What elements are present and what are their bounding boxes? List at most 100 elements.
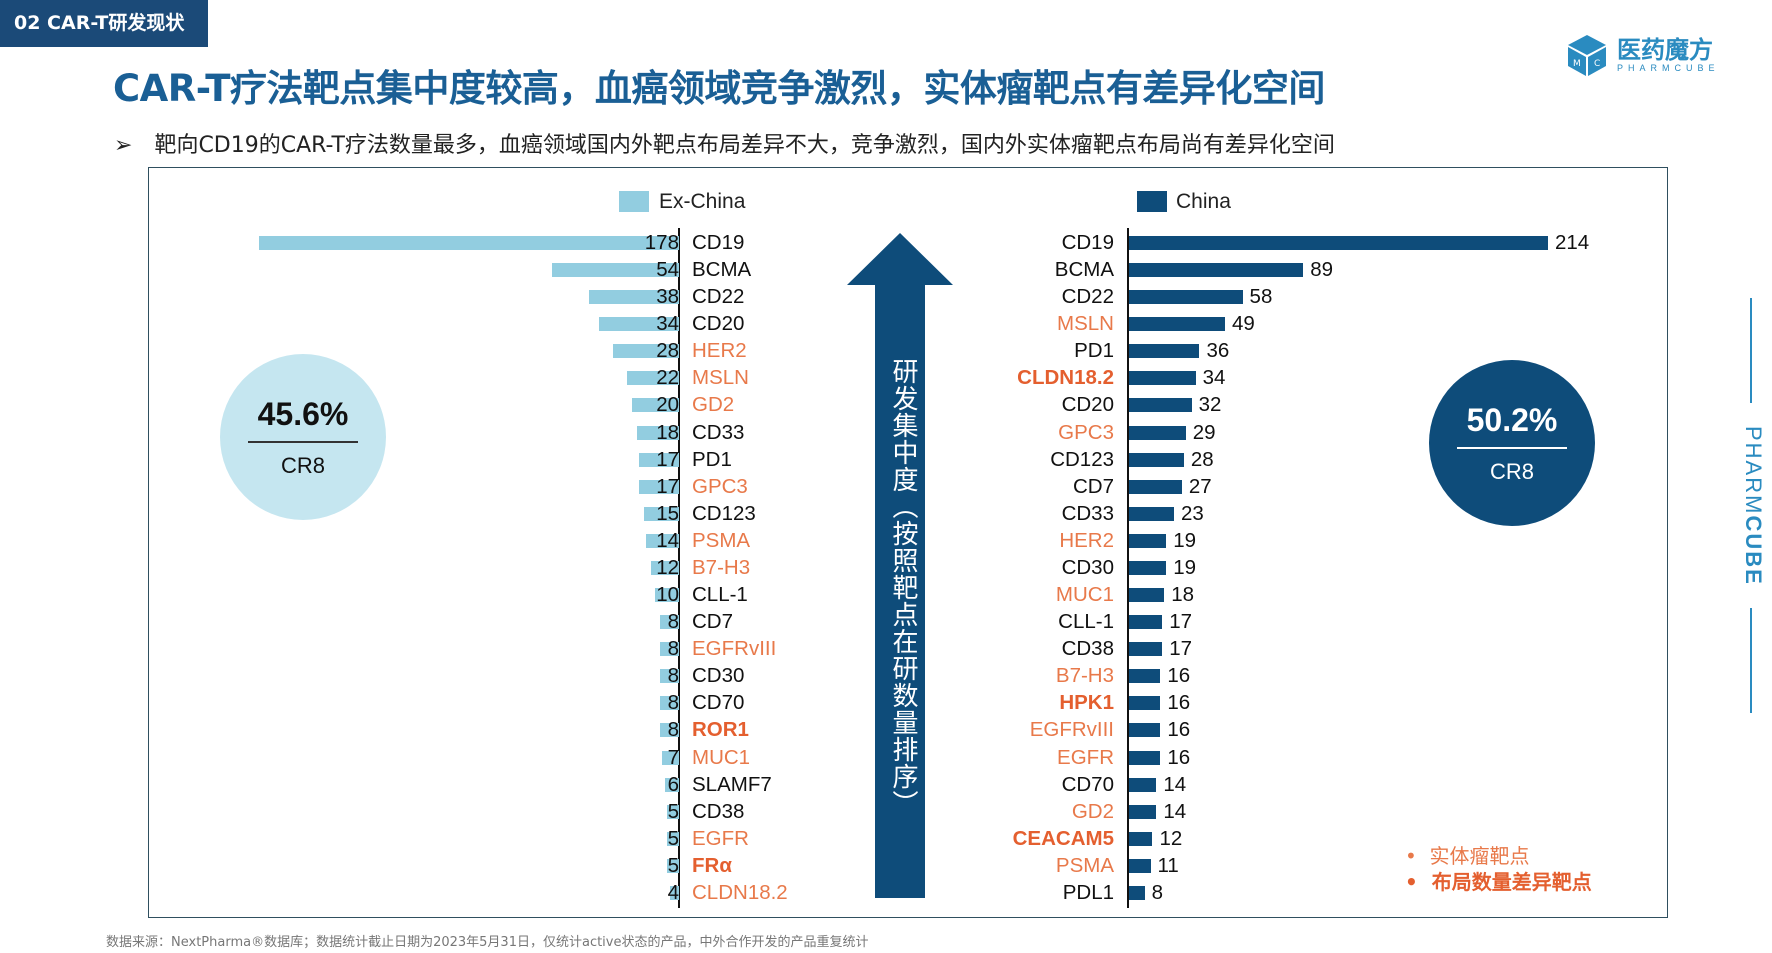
- china-axis: [1127, 228, 1129, 908]
- china-bar: [1129, 696, 1161, 711]
- ex-china-bar: [650, 560, 679, 575]
- china-bar: [1129, 344, 1200, 359]
- china-bar: [1129, 723, 1161, 738]
- ex-china-value-label: 8: [667, 691, 679, 715]
- ex-china-bar: [612, 344, 679, 359]
- ex-china-category-label: CD20: [692, 312, 745, 336]
- subtitle-text: 靶向CD19的CAR-T疗法数量最多，血癌领域国内外靶点布局差异不大，竞争激烈，…: [154, 133, 1335, 158]
- logo-cn: 医药魔方: [1617, 36, 1713, 64]
- ex-china-category-label: CD19: [692, 231, 745, 254]
- china-bar: [1129, 777, 1157, 792]
- ex-china-value-label: 8: [667, 610, 679, 634]
- china-category-label: CD38: [1061, 637, 1114, 661]
- ex-china-value-label: 6: [667, 772, 679, 796]
- ex-china-bar: [667, 804, 679, 819]
- ex-china-value-label: 54: [656, 258, 679, 282]
- ex-china-value-label: 34: [656, 312, 679, 336]
- china-cr8-label: CR8: [1489, 458, 1534, 484]
- ex-china-category-label: FRα: [692, 853, 732, 877]
- ex-china-category-label: MUC1: [692, 745, 751, 769]
- china-category-label: CD30: [1061, 555, 1114, 579]
- ex-china-category-label: CLL-1: [692, 583, 748, 607]
- ex-china-cr8-value: 45.6%: [248, 396, 358, 443]
- side-divider-top: [1750, 298, 1752, 403]
- china-category-label: CD19: [1061, 231, 1114, 254]
- china-category-label: HPK1: [1059, 691, 1114, 715]
- china-category-label: GD2: [1071, 799, 1114, 823]
- ex-china-category-label: ROR1: [692, 718, 749, 742]
- side-brand: PHARMCUBE: [1740, 426, 1766, 586]
- ex-china-bar: [662, 750, 679, 765]
- ex-china-value-label: 22: [656, 366, 679, 390]
- china-bar: [1129, 615, 1163, 630]
- ex-china-category-label: EGFR: [692, 826, 749, 850]
- ex-china-category-label: BCMA: [692, 258, 752, 282]
- ex-china-bar: [664, 777, 679, 792]
- china-bar: [1129, 858, 1151, 873]
- note-differential-text: 布局数量差异靶点: [1431, 870, 1592, 894]
- ex-china-category-label: CD70: [692, 691, 745, 715]
- china-bar: [1129, 398, 1192, 413]
- ex-china-category-label: CD38: [692, 799, 745, 823]
- china-category-label: CD33: [1061, 501, 1114, 525]
- ex-china-bar: [638, 452, 679, 467]
- ex-china-value-label: 20: [656, 393, 679, 417]
- subtitle: ➢ 靶向CD19的CAR-T疗法数量最多，血癌领域国内外靶点布局差异不大，竞争激烈…: [114, 127, 1335, 159]
- ex-china-category-label: CLDN18.2: [692, 880, 788, 904]
- china-category-label: PDL1: [1062, 880, 1114, 904]
- legend-ex-china: Ex-China: [659, 190, 746, 213]
- note-differential: • 布局数量差异靶点: [1405, 866, 1592, 895]
- china-value-label: 34: [1202, 366, 1226, 390]
- ex-china-bar: [645, 533, 679, 548]
- side-brand-bold: CUBE: [1741, 515, 1766, 586]
- ex-china-value-label: 8: [667, 637, 679, 661]
- china-bar: [1129, 642, 1163, 657]
- ex-china-bar: [660, 642, 679, 657]
- china-value-label: 16: [1167, 718, 1191, 742]
- ex-china-bar: [598, 317, 679, 332]
- china-value-label: 8: [1151, 880, 1164, 904]
- ex-china-value-label: 5: [667, 799, 679, 823]
- china-value-label: 89: [1310, 258, 1334, 282]
- china-value-label: 17: [1169, 610, 1193, 634]
- china-category-label: CLL-1: [1058, 610, 1114, 634]
- ex-china-bar: [660, 696, 679, 711]
- china-value-label: 11: [1157, 853, 1179, 877]
- svg-text:C: C: [1594, 59, 1600, 69]
- china-value-label: 19: [1173, 555, 1196, 579]
- china-value-label: 16: [1167, 745, 1191, 769]
- china-cr8-circle: 50.2% CR8: [1429, 360, 1595, 526]
- china-value-label: 18: [1171, 583, 1195, 607]
- side-brand-light: PHARM: [1741, 426, 1766, 516]
- ex-china-value-label: 10: [656, 583, 679, 607]
- china-value-label: 16: [1167, 691, 1191, 715]
- china-value-label: 58: [1249, 285, 1273, 309]
- china-category-label: CD7: [1072, 474, 1114, 498]
- china-category-label: CD22: [1061, 285, 1114, 309]
- legend-swatch-ex-china: [619, 191, 649, 212]
- china-category-label: MSLN: [1057, 312, 1114, 336]
- china-bar: [1129, 263, 1304, 278]
- ex-china-category-label: GD2: [692, 393, 735, 417]
- ex-china-value-label: 14: [656, 528, 679, 552]
- ex-china-bar: [660, 615, 679, 630]
- up-arrow-icon: [847, 233, 953, 898]
- china-value-label: 27: [1188, 474, 1212, 498]
- china-value-label: 12: [1159, 826, 1183, 850]
- ex-china-bar: [667, 831, 679, 846]
- ex-china-bar: [551, 263, 679, 278]
- bullet-icon: •: [1405, 844, 1417, 868]
- china-bar: [1129, 317, 1225, 332]
- ex-china-category-label: B7-H3: [692, 555, 751, 579]
- china-cr8-value: 50.2%: [1457, 402, 1567, 449]
- china-value-label: 36: [1206, 339, 1230, 363]
- china-value-label: 17: [1169, 637, 1193, 661]
- ex-china-value-label: 5: [667, 826, 679, 850]
- china-bar: [1129, 750, 1161, 765]
- ex-china-category-label: CD7: [692, 610, 734, 634]
- china-value-label: 49: [1231, 312, 1255, 336]
- ex-china-value-label: 17: [656, 474, 679, 498]
- ex-china-axis: [678, 228, 680, 908]
- china-value-label: 32: [1198, 393, 1222, 417]
- section-tag: 02 CAR-T研发现状: [0, 0, 208, 47]
